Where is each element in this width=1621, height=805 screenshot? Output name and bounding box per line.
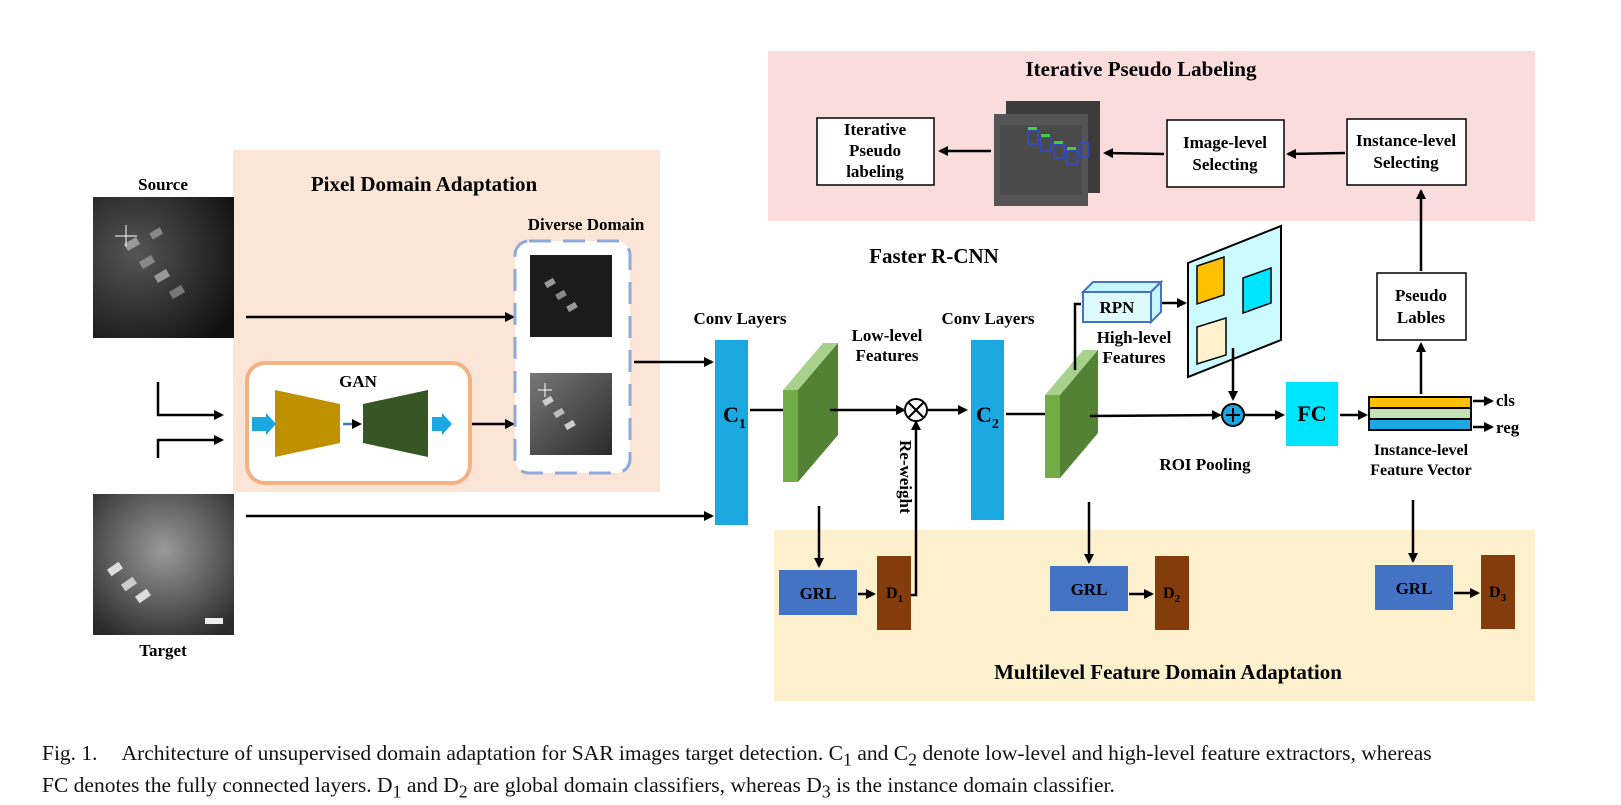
pixel-domain-title: Pixel Domain Adaptation [311,172,538,196]
grl-label-1: GRL [800,584,837,603]
low-level-feature-map [783,343,838,482]
diverse-sar-image-1 [530,255,612,337]
fc-label: FC [1297,401,1326,426]
grl-block-1 [779,570,857,615]
image-selecting-box [1166,119,1285,188]
grl-block-2 [1050,566,1128,611]
gan-output-arrow [432,413,452,435]
rpn-label: RPN [1100,298,1136,317]
pseudo-labels-box [1376,272,1467,341]
iterative-pseudo-labeling-label: Iterative Pseudo labeling [844,120,907,181]
target-sar-image [93,494,234,635]
grl-label-3: GRL [1396,579,1433,598]
high-level-label: High-level Features [1097,328,1172,367]
caption-text: are global domain classifiers, whereas D [467,773,822,798]
gan-label: GAN [339,372,378,391]
caption-subscript: 1 [392,781,402,802]
grl-label-2: GRL [1071,580,1108,599]
caption-subscript: 2 [458,781,468,802]
diverse-sar-image-2 [530,373,612,455]
conv2-label: C2 [976,402,999,432]
conv2-block [971,340,1004,520]
diverse-domain-label: Diverse Domain [528,215,645,234]
instance-selecting-label: Instance-level Selecting [1356,131,1456,172]
fc-block [1286,382,1338,446]
faster-rcnn-title: Faster R-CNN [869,244,999,268]
caption-figure-label: Fig. 1. [42,741,98,765]
region-proposals-panel [1187,224,1282,379]
caption-text: is the instance domain classifier. [830,773,1115,798]
feature-domain-title: Multilevel Feature Domain Adaptation [994,660,1342,684]
roi-pooling-label: ROI Pooling [1159,455,1251,474]
caption-text: Architecture of unsupervised domain adap… [121,741,844,765]
iterative-pseudo-labeling-box [816,117,935,186]
high-level-feature-map [1045,350,1098,478]
caption-subscript: 3 [821,781,831,802]
discriminator-d2 [1155,556,1189,630]
discriminator-d3 [1481,555,1515,629]
gan-generator-encoder [275,390,340,457]
grl-block-3 [1375,565,1453,610]
caption-subscript: 1 [843,749,852,770]
rpn-box [1080,279,1164,325]
d3-label: D3 [1489,584,1507,604]
discriminator-d1 [877,556,911,630]
caption-line-2: FC denotes the fully connected layers. D… [42,772,1602,804]
reweight-label: Re-weight [896,440,915,514]
instance-selecting-box [1346,118,1467,186]
instance-feature-vector [1368,396,1472,431]
caption-text: and D [401,773,459,798]
low-level-label: Low-level Features [852,326,923,365]
target-label: Target [139,641,187,660]
reg-label: reg [1496,418,1520,437]
pseudo-labeling-title: Iterative Pseudo Labeling [1026,57,1257,81]
gan-generator-decoder [363,390,428,457]
caption-text: FC denotes the fully connected layers. D [42,773,393,798]
conv2-title: Conv Layers [941,309,1034,328]
conv1-label: C1 [723,402,746,432]
conv1-title: Conv Layers [693,309,786,328]
gan-input-arrow [252,413,276,435]
caption-subscript: 2 [908,749,918,770]
d2-label: D2 [1163,585,1181,605]
image-selecting-label: Image-level Selecting [1183,133,1267,174]
caption-text: and C [851,741,909,765]
source-label: Source [138,175,188,194]
source-sar-image [93,197,234,338]
pseudo-labels-label: Pseudo Lables [1395,286,1447,327]
caption-line-1: Fig. 1. Architecture of unsupervised doma… [42,740,1602,772]
d1-label: D1 [886,585,903,605]
pseudo-labeled-sar-images [994,101,1100,206]
cls-label: cls [1496,391,1515,410]
conv1-block [715,340,748,525]
caption-text: denote low-level and high-level feature … [917,741,1432,765]
multiply-node [904,398,928,422]
roi-pooling-node [1221,403,1245,427]
instance-vector-label: Instance-level Feature Vector [1370,442,1471,479]
figure-caption: Fig. 1. Architecture of unsupervised doma… [42,740,1602,805]
